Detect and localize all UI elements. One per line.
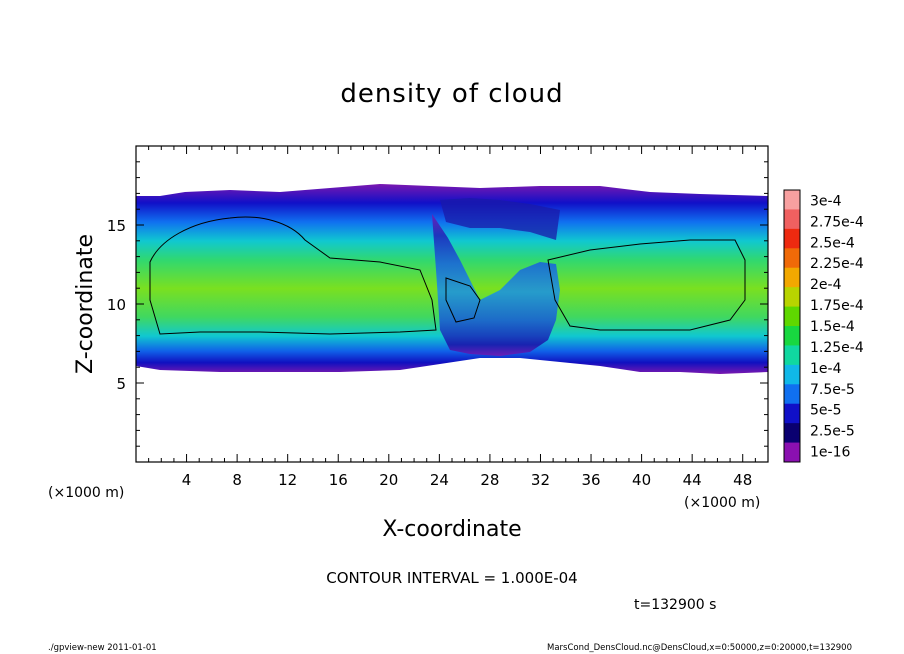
colorbar-label: 1.25e-4 (810, 340, 864, 356)
colorbar-label: 2.5e-5 (810, 424, 855, 440)
colorbar-swatch (784, 209, 800, 230)
colorbar-swatch (784, 423, 800, 444)
x-tick-label: 4 (182, 471, 192, 489)
contour-interval: CONTOUR INTERVAL = 1.000E-04 (326, 569, 577, 587)
colorbar-swatch (784, 326, 800, 346)
cloud-field (136, 184, 768, 374)
colorbar-label: 2.25e-4 (810, 256, 864, 272)
time-stamp: t=132900 s (634, 597, 716, 613)
colorbar-label: 7.5e-5 (810, 382, 855, 398)
x-tick-label: 16 (329, 471, 348, 489)
contour-line-right (547, 239, 746, 331)
contour-line-mid (445, 277, 481, 323)
colorbar-swatch (784, 384, 800, 405)
x-tick-label: 48 (733, 471, 752, 489)
x-tick-label: 8 (232, 471, 242, 489)
x-tick-label: 20 (379, 471, 398, 489)
colorbar: 3e-4 2.75e-4 2.5e-4 2.25e-4 2e-4 1.75e-4 1.5e-… (783, 189, 864, 463)
colorbar-frame (783, 189, 801, 463)
colorbar-label: 1.75e-4 (810, 298, 864, 314)
colorbar-label: 1e-16 (810, 445, 850, 461)
x-tick-label: 28 (480, 471, 499, 489)
x-tick-label: 24 (430, 471, 449, 489)
colorbar-label: 2e-4 (810, 277, 842, 293)
x-tick-label: 36 (581, 471, 600, 489)
colorbar-swatch (784, 228, 800, 249)
y-tick-label: 5 (116, 375, 126, 393)
colorbar-swatch (784, 190, 800, 210)
colorbar-label: 1e-4 (810, 361, 842, 377)
colorbar-swatch (784, 267, 800, 288)
x-tick-label: 32 (531, 471, 550, 489)
colorbar-swatch (784, 345, 800, 366)
x-tick-label: 40 (632, 471, 651, 489)
colorbar-swatch (784, 248, 800, 269)
colorbar-label: 1.5e-4 (810, 319, 855, 335)
colorbar-swatch (784, 306, 800, 327)
colorbar-swatch (784, 442, 800, 463)
footer-left: ./gpview-new 2011-01-01 (48, 643, 157, 653)
x-tick-label: 44 (683, 471, 702, 489)
cloud-gap-top (440, 198, 560, 240)
colorbar-swatch (784, 287, 800, 308)
chart-title: density of cloud (340, 79, 563, 109)
y-tick-label: 10 (107, 296, 126, 314)
colorbar-label: 2.5e-4 (810, 235, 855, 251)
contour-line-left (149, 216, 437, 335)
y-axis-label: Z-coordinate (73, 234, 98, 374)
axis-ticks (136, 146, 768, 462)
colorbar-label: 5e-5 (810, 403, 841, 419)
x-axis-label: X-coordinate (382, 517, 521, 542)
x-unit-left: (×1000 m) (48, 485, 124, 501)
colorbar-label: 3e-4 (810, 193, 842, 209)
colorbar-swatch (784, 403, 800, 424)
footer-right: MarsCond_DensCloud.nc@DensCloud,x=0:5000… (547, 643, 852, 653)
colorbar-swatch (784, 364, 800, 385)
x-unit-right: (×1000 m) (684, 495, 760, 511)
colorbar-label: 2.75e-4 (810, 214, 864, 230)
x-tick-label: 12 (278, 471, 297, 489)
y-tick-label: 15 (107, 217, 126, 235)
